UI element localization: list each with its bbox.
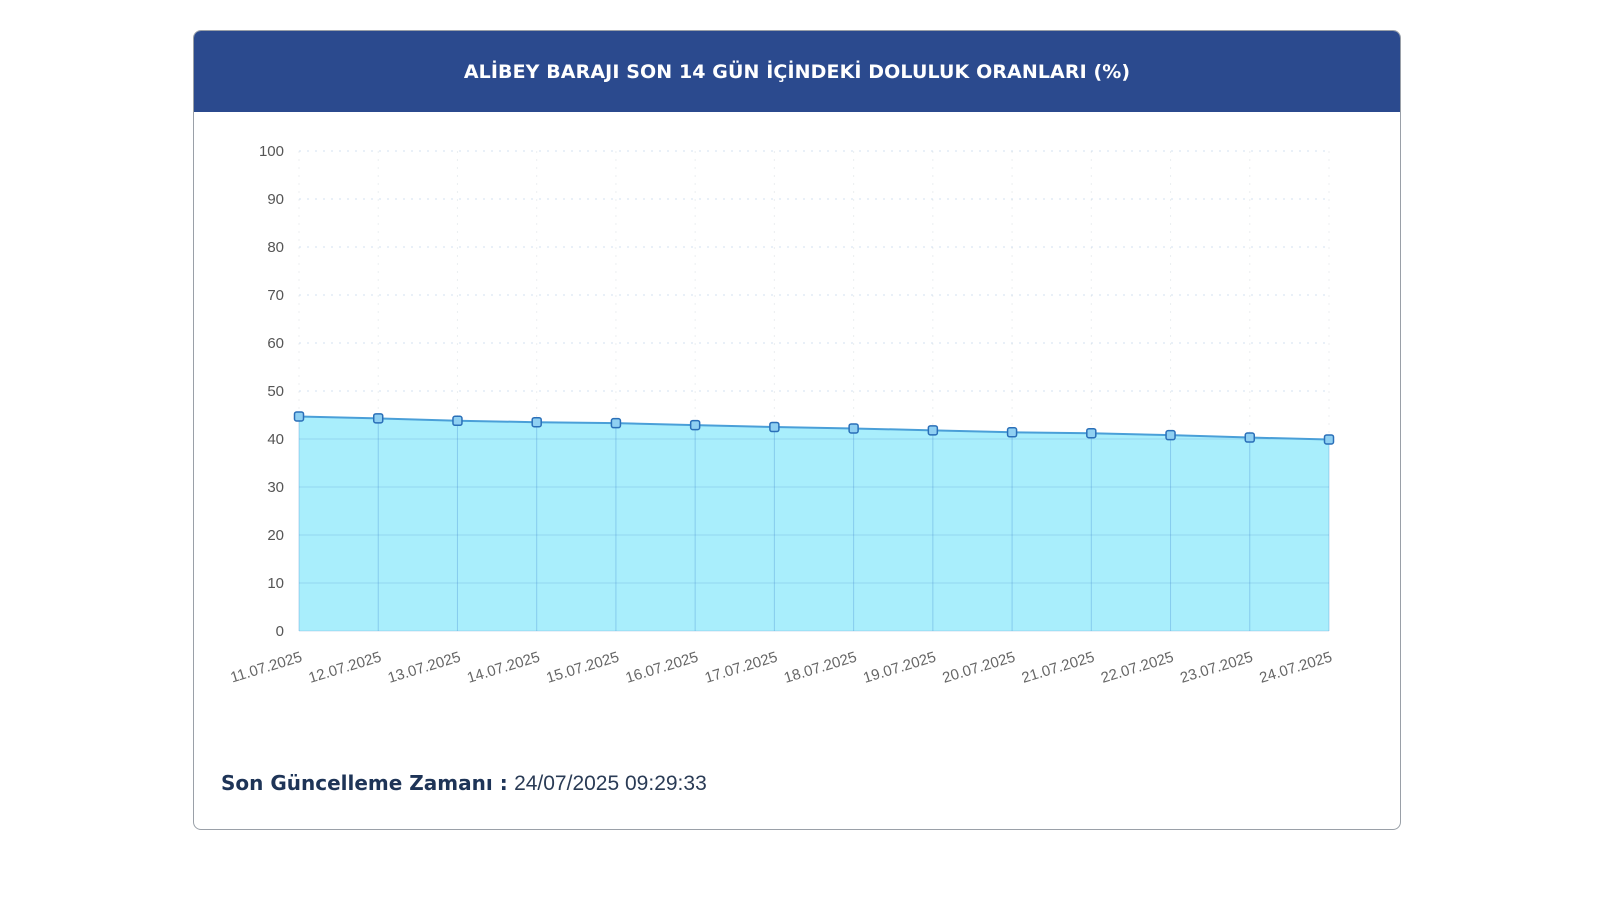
data-point <box>769 421 780 433</box>
last-update-label: Son Güncelleme Zamanı : <box>221 771 508 795</box>
y-tick-label: 50 <box>267 383 284 400</box>
data-point <box>293 411 305 422</box>
x-tick-label: 14.07.2025 <box>465 649 542 687</box>
data-point <box>927 425 939 436</box>
data-point <box>531 416 542 428</box>
y-tick-label: 40 <box>267 431 284 448</box>
last-update: Son Güncelleme Zamanı : 24/07/2025 09:29… <box>221 771 707 796</box>
y-tick-label: 90 <box>267 191 284 208</box>
data-point <box>372 413 384 424</box>
y-tick-label: 20 <box>267 527 284 544</box>
x-tick-label: 19.07.2025 <box>861 649 938 687</box>
last-update-value: 24/07/2025 09:29:33 <box>514 772 707 795</box>
data-point <box>1086 427 1097 439</box>
data-point <box>610 417 622 429</box>
data-point <box>1323 434 1335 445</box>
x-tick-label: 15.07.2025 <box>544 649 621 687</box>
y-tick-label: 60 <box>267 335 284 352</box>
fill-rate-chart: 0 10 20 30 40 50 60 70 80 90 100 11.07.2025 12.07.20… <box>228 143 1335 687</box>
y-tick-label: 80 <box>267 239 284 256</box>
card-header: ALİBEY BARAJI SON 14 GÜN İÇİNDEKİ DOLULU… <box>194 31 1400 112</box>
area-fill <box>299 416 1329 631</box>
x-tick-label: 11.07.2025 <box>228 649 304 687</box>
x-tick-label: 12.07.2025 <box>307 649 384 687</box>
data-point <box>848 423 859 434</box>
chart-card: ALİBEY BARAJI SON 14 GÜN İÇİNDEKİ DOLULU… <box>193 30 1401 830</box>
x-tick-label: 21.07.2025 <box>1020 649 1097 687</box>
x-tick-label: 20.07.2025 <box>940 649 1017 687</box>
chart-title: ALİBEY BARAJI SON 14 GÜN İÇİNDEKİ DOLULU… <box>463 60 1131 83</box>
data-point <box>689 419 701 431</box>
y-tick-label: 100 <box>259 143 284 160</box>
data-point <box>1244 432 1256 443</box>
y-tick-label: 10 <box>267 575 284 592</box>
y-tick-label: 70 <box>267 287 284 304</box>
x-tick-label: 13.07.2025 <box>386 649 463 687</box>
x-tick-label: 24.07.2025 <box>1257 649 1334 687</box>
x-tick-label: 23.07.2025 <box>1178 649 1255 687</box>
x-tick-label: 16.07.2025 <box>624 649 701 687</box>
x-tick-label: 22.07.2025 <box>1099 649 1176 687</box>
x-tick-label: 18.07.2025 <box>782 649 859 687</box>
y-tick-label: 30 <box>267 479 284 496</box>
data-point <box>1006 427 1018 438</box>
series-line <box>298 415 1330 441</box>
y-tick-label: 0 <box>276 623 284 640</box>
data-point <box>1165 429 1176 441</box>
x-tick-label: 17.07.2025 <box>703 649 780 687</box>
data-point <box>452 415 463 427</box>
